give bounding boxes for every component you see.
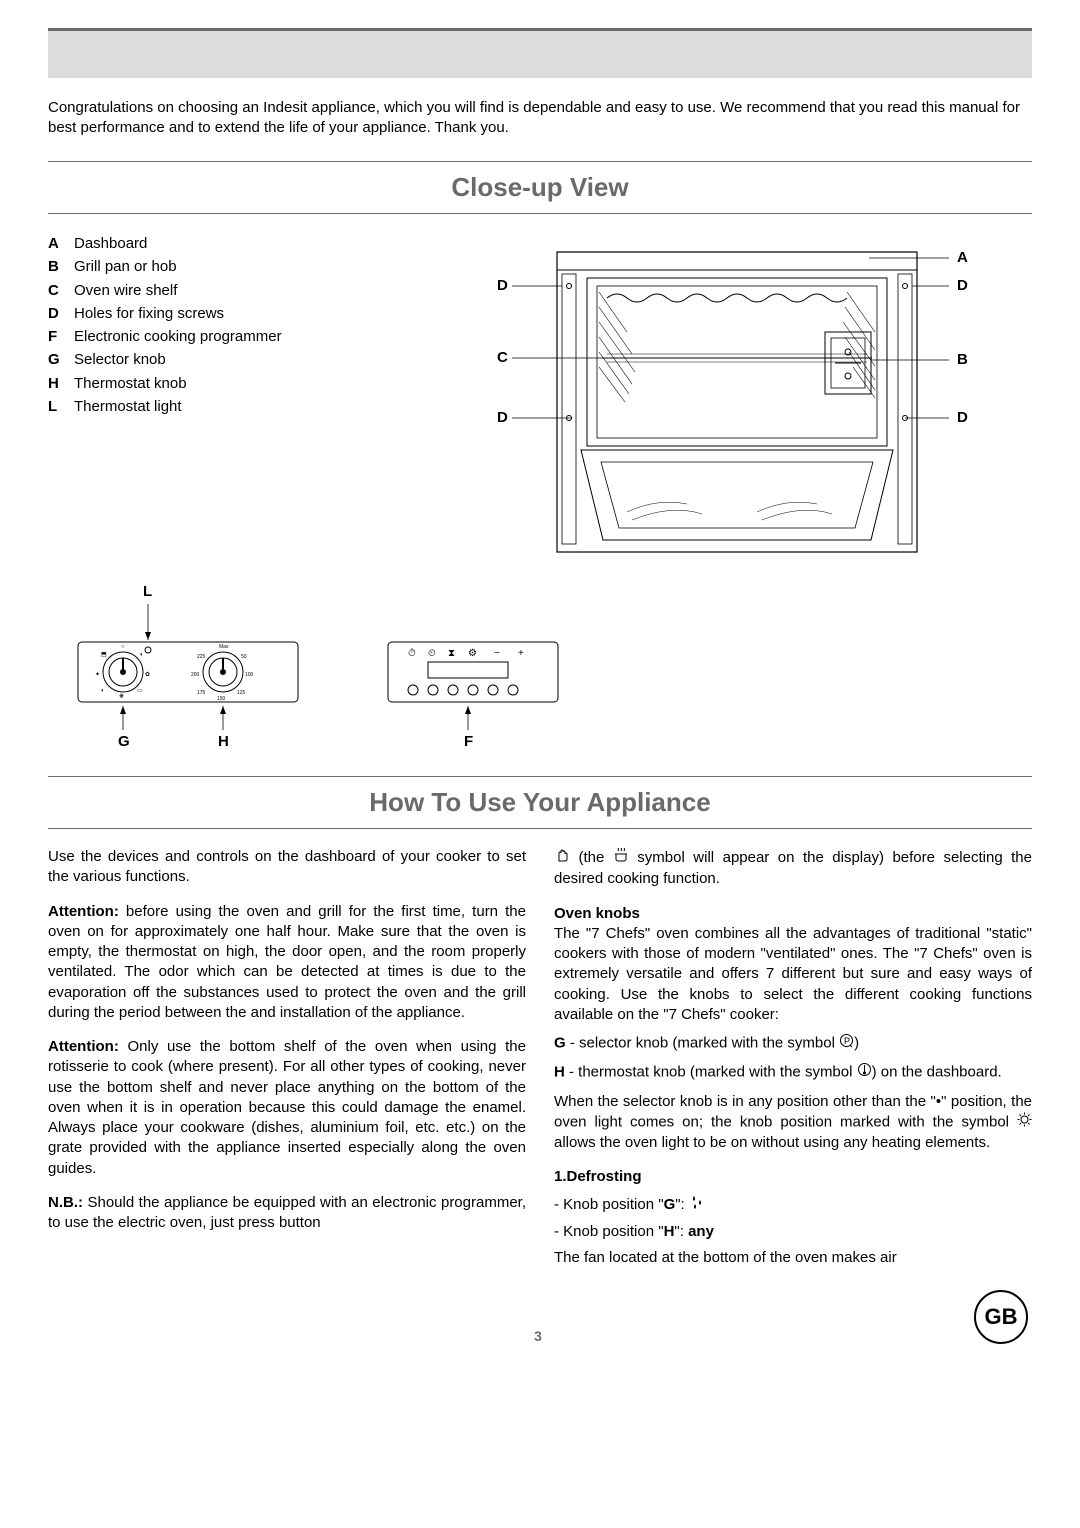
svg-text:❋: ❋ — [119, 693, 124, 700]
callout-C: C — [497, 349, 508, 366]
svg-text:◑: ◑ — [139, 652, 143, 658]
legend-row: COven wire shelf — [48, 279, 442, 302]
intro-text: Congratulations on choosing an Indesit a… — [48, 98, 1032, 137]
pot-icon — [613, 848, 629, 868]
howto-p2: Attention: before using the oven and gri… — [48, 902, 526, 1024]
p-circle-icon: P — [839, 1033, 854, 1054]
callout-D-left2: D — [497, 409, 508, 426]
howto-p4: N.B.: Should the appliance be equipped w… — [48, 1193, 526, 1234]
callout-D-right1: D — [957, 277, 968, 294]
h-line: H - thermostat knob (marked with the sym… — [554, 1062, 1032, 1083]
callout-B: B — [957, 351, 968, 368]
howto-col-left: Use the devices and controls on the dash… — [48, 847, 526, 1268]
svg-text:125: 125 — [237, 690, 246, 696]
therm-circle-icon — [857, 1062, 872, 1083]
knob-g: - Knob position "G": — [554, 1194, 1032, 1216]
svg-text:○: ○ — [121, 644, 125, 650]
oven-diagram: D C D A D B D — [442, 232, 1032, 562]
g-line: G - selector knob (marked with the symbo… — [554, 1033, 1032, 1054]
page-number: 3 — [534, 1328, 542, 1344]
howto-p3: Attention: Only use the bottom shelf of … — [48, 1037, 526, 1179]
callout-A: A — [957, 249, 968, 266]
svg-text:⧗: ⧗ — [448, 648, 455, 659]
drops-icon — [689, 1194, 705, 1216]
howto-p1: Use the devices and controls on the dash… — [48, 847, 526, 888]
legend-row: HThermostat knob — [48, 372, 442, 395]
svg-text:F: F — [464, 733, 473, 750]
svg-text:⏱: ⏱ — [408, 648, 416, 659]
hand-icon — [554, 847, 570, 869]
svg-text:150: 150 — [217, 696, 226, 702]
svg-text:225: 225 — [197, 654, 206, 660]
gb-badge: GB — [974, 1290, 1028, 1344]
light-icon — [1017, 1112, 1032, 1133]
legend-list: ADashboard BGrill pan or hob COven wire … — [48, 232, 442, 562]
svg-text:200: 200 — [191, 672, 200, 678]
header-band — [48, 28, 1032, 78]
svg-text:H: H — [218, 733, 229, 750]
svg-text:◐: ◐ — [101, 688, 105, 694]
svg-text:100: 100 — [245, 672, 254, 678]
svg-text:P: P — [844, 1036, 850, 1046]
legend-row: DHoles for fixing screws — [48, 302, 442, 325]
ovenknobs: Oven knobsThe "7 Chefs" oven combines al… — [554, 904, 1032, 1026]
svg-text:✦: ✦ — [95, 671, 100, 678]
footer: 3 GB — [48, 1290, 1032, 1344]
fan-line: The fan located at the bottom of the ove… — [554, 1248, 1032, 1268]
defrost-head: 1.Defrosting — [554, 1167, 1032, 1187]
callout-D-left1: D — [497, 277, 508, 294]
howto-col-right: (the symbol will appear on the display) … — [554, 847, 1032, 1268]
closeup-wrap: ADashboard BGrill pan or hob COven wire … — [48, 232, 1032, 562]
howto-body: Use the devices and controls on the dash… — [48, 847, 1032, 1268]
svg-text:✿: ✿ — [145, 671, 150, 678]
howto-title: How To Use Your Appliance — [48, 776, 1032, 829]
svg-text:⚙: ⚙ — [468, 648, 477, 659]
when-line: When the selector knob is in any positio… — [554, 1092, 1032, 1154]
svg-text:+: + — [518, 648, 524, 659]
svg-text:▭: ▭ — [137, 688, 143, 694]
svg-text:⏲: ⏲ — [428, 648, 436, 659]
control-panel-diagram: L ○ ◑ ✿ ▭ ❋ ◐ ✦ ⬒ — [48, 582, 1032, 752]
knob-h: - Knob position "H": any — [554, 1222, 1032, 1242]
legend-row: GSelector knob — [48, 348, 442, 371]
svg-text:G: G — [118, 733, 130, 750]
svg-text:175: 175 — [197, 690, 206, 696]
svg-text:L: L — [143, 583, 152, 600]
legend-row: ADashboard — [48, 232, 442, 255]
closeup-title: Close-up View — [48, 161, 1032, 214]
svg-text:50: 50 — [241, 654, 247, 660]
legend-row: BGrill pan or hob — [48, 255, 442, 278]
svg-text:−: − — [494, 648, 500, 659]
legend-row: LThermostat light — [48, 395, 442, 418]
legend-row: FElectronic cooking programmer — [48, 325, 442, 348]
callout-D-right2: D — [957, 409, 968, 426]
svg-text:⬒: ⬒ — [101, 652, 107, 658]
howto-r1: (the symbol will appear on the display) … — [554, 847, 1032, 890]
svg-text:Max: Max — [219, 644, 229, 650]
